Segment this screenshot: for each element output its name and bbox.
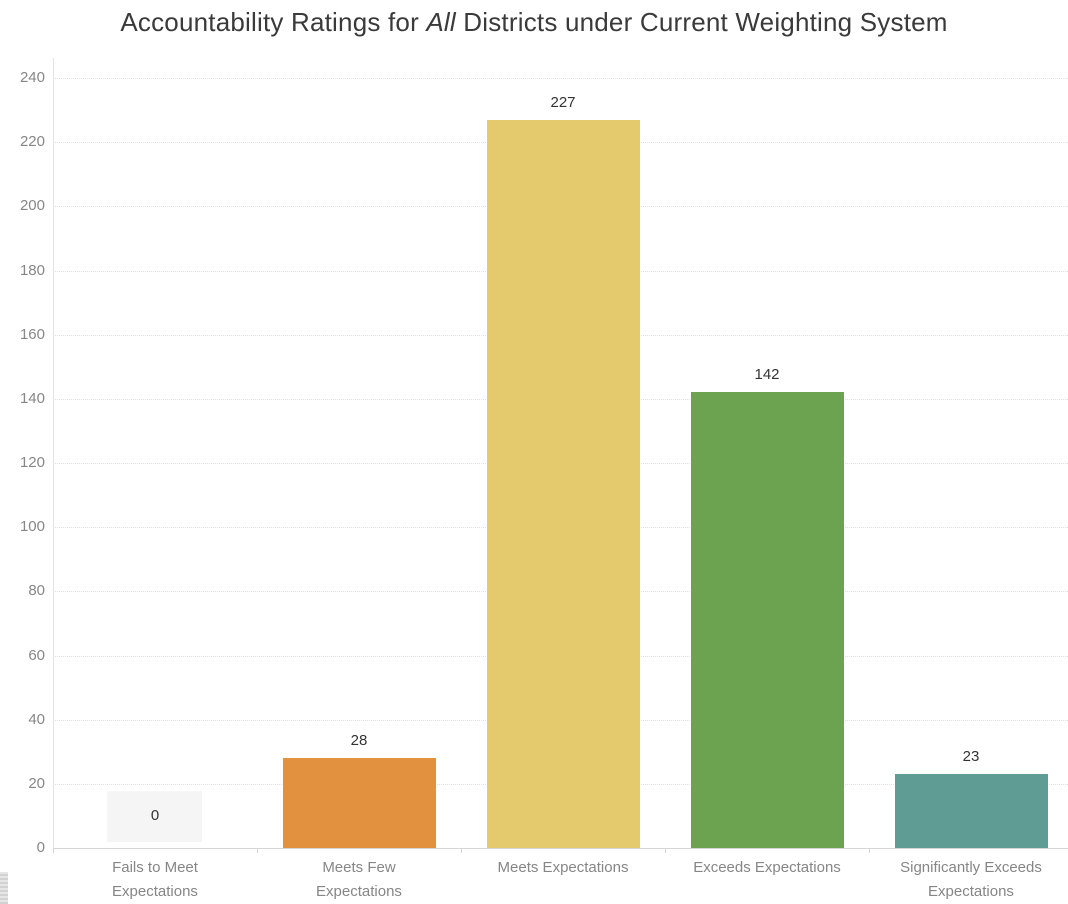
x-axis-tick-mark [869,848,870,853]
chart-title-suffix: Districts under Current Weighting System [455,7,948,37]
x-axis-label-exceeds-expectations[interactable]: Exceeds Expectations [693,859,841,876]
bar-value-label-fails-to-meet-expectations: 0 [150,807,160,824]
y-axis-tick-label-140: 140 [19,389,45,407]
x-axis-tick-mark [257,848,258,853]
x-axis-label-meets-expectations[interactable]: Meets Expectations [497,859,629,876]
bar-exceeds-expectations[interactable] [690,392,844,848]
x-axis-label-fails-to-meet-expectations[interactable]: Fails to Meet Expectations [112,859,198,900]
y-axis-tick-label-60: 60 [28,646,45,664]
y-axis-tick-label-100: 100 [19,518,45,536]
bar-value-label-significantly-exceeds-expectations: 23 [962,748,980,766]
chart-title-prefix: Accountability Ratings for [120,7,427,37]
y-axis-tick-label-200: 200 [19,197,45,215]
x-axis-tick-mark [665,848,666,853]
zero-value-highlight-box [107,791,202,842]
y-axis-tick-label-240: 240 [19,69,45,86]
y-axis-tick-label-0: 0 [36,839,45,856]
y-axis-tick-label-160: 160 [19,325,45,343]
bar-value-label-meets-few-expectations: 28 [350,732,368,750]
chart-title: Accountability Ratings for All Districts… [0,7,1068,38]
bar-meets-expectations[interactable] [486,119,640,848]
scrollbar-corner-fragment [0,872,8,904]
x-axis-tick-mark [461,848,462,853]
y-axis-tick-label-20: 20 [28,774,45,792]
x-axis-label-significantly-exceeds-expectations[interactable]: Significantly Exceeds Expectations [900,859,1042,900]
y-axis-tick-label-80: 80 [28,582,45,600]
bar-meets-few-expectations[interactable] [282,758,436,848]
y-axis-tick-label-120: 120 [19,454,45,471]
y-axis-line [53,58,54,848]
x-axis-tick-mark [53,848,54,853]
y-axis-tick-label-180: 180 [19,261,45,279]
gridline-y-240 [53,78,1068,79]
bar-value-label-exceeds-expectations: 142 [754,366,780,384]
x-axis-label-meets-few-expectations[interactable]: Meets Few Expectations [316,859,402,900]
bar-value-label-meets-expectations: 227 [550,93,576,111]
y-axis-tick-label-40: 40 [28,710,45,728]
gridline-y-0 [53,848,1068,849]
y-axis-tick-label-220: 220 [19,133,45,151]
bar-significantly-exceeds-expectations[interactable] [894,774,1048,848]
chart-title-italic-word: All [426,7,456,37]
